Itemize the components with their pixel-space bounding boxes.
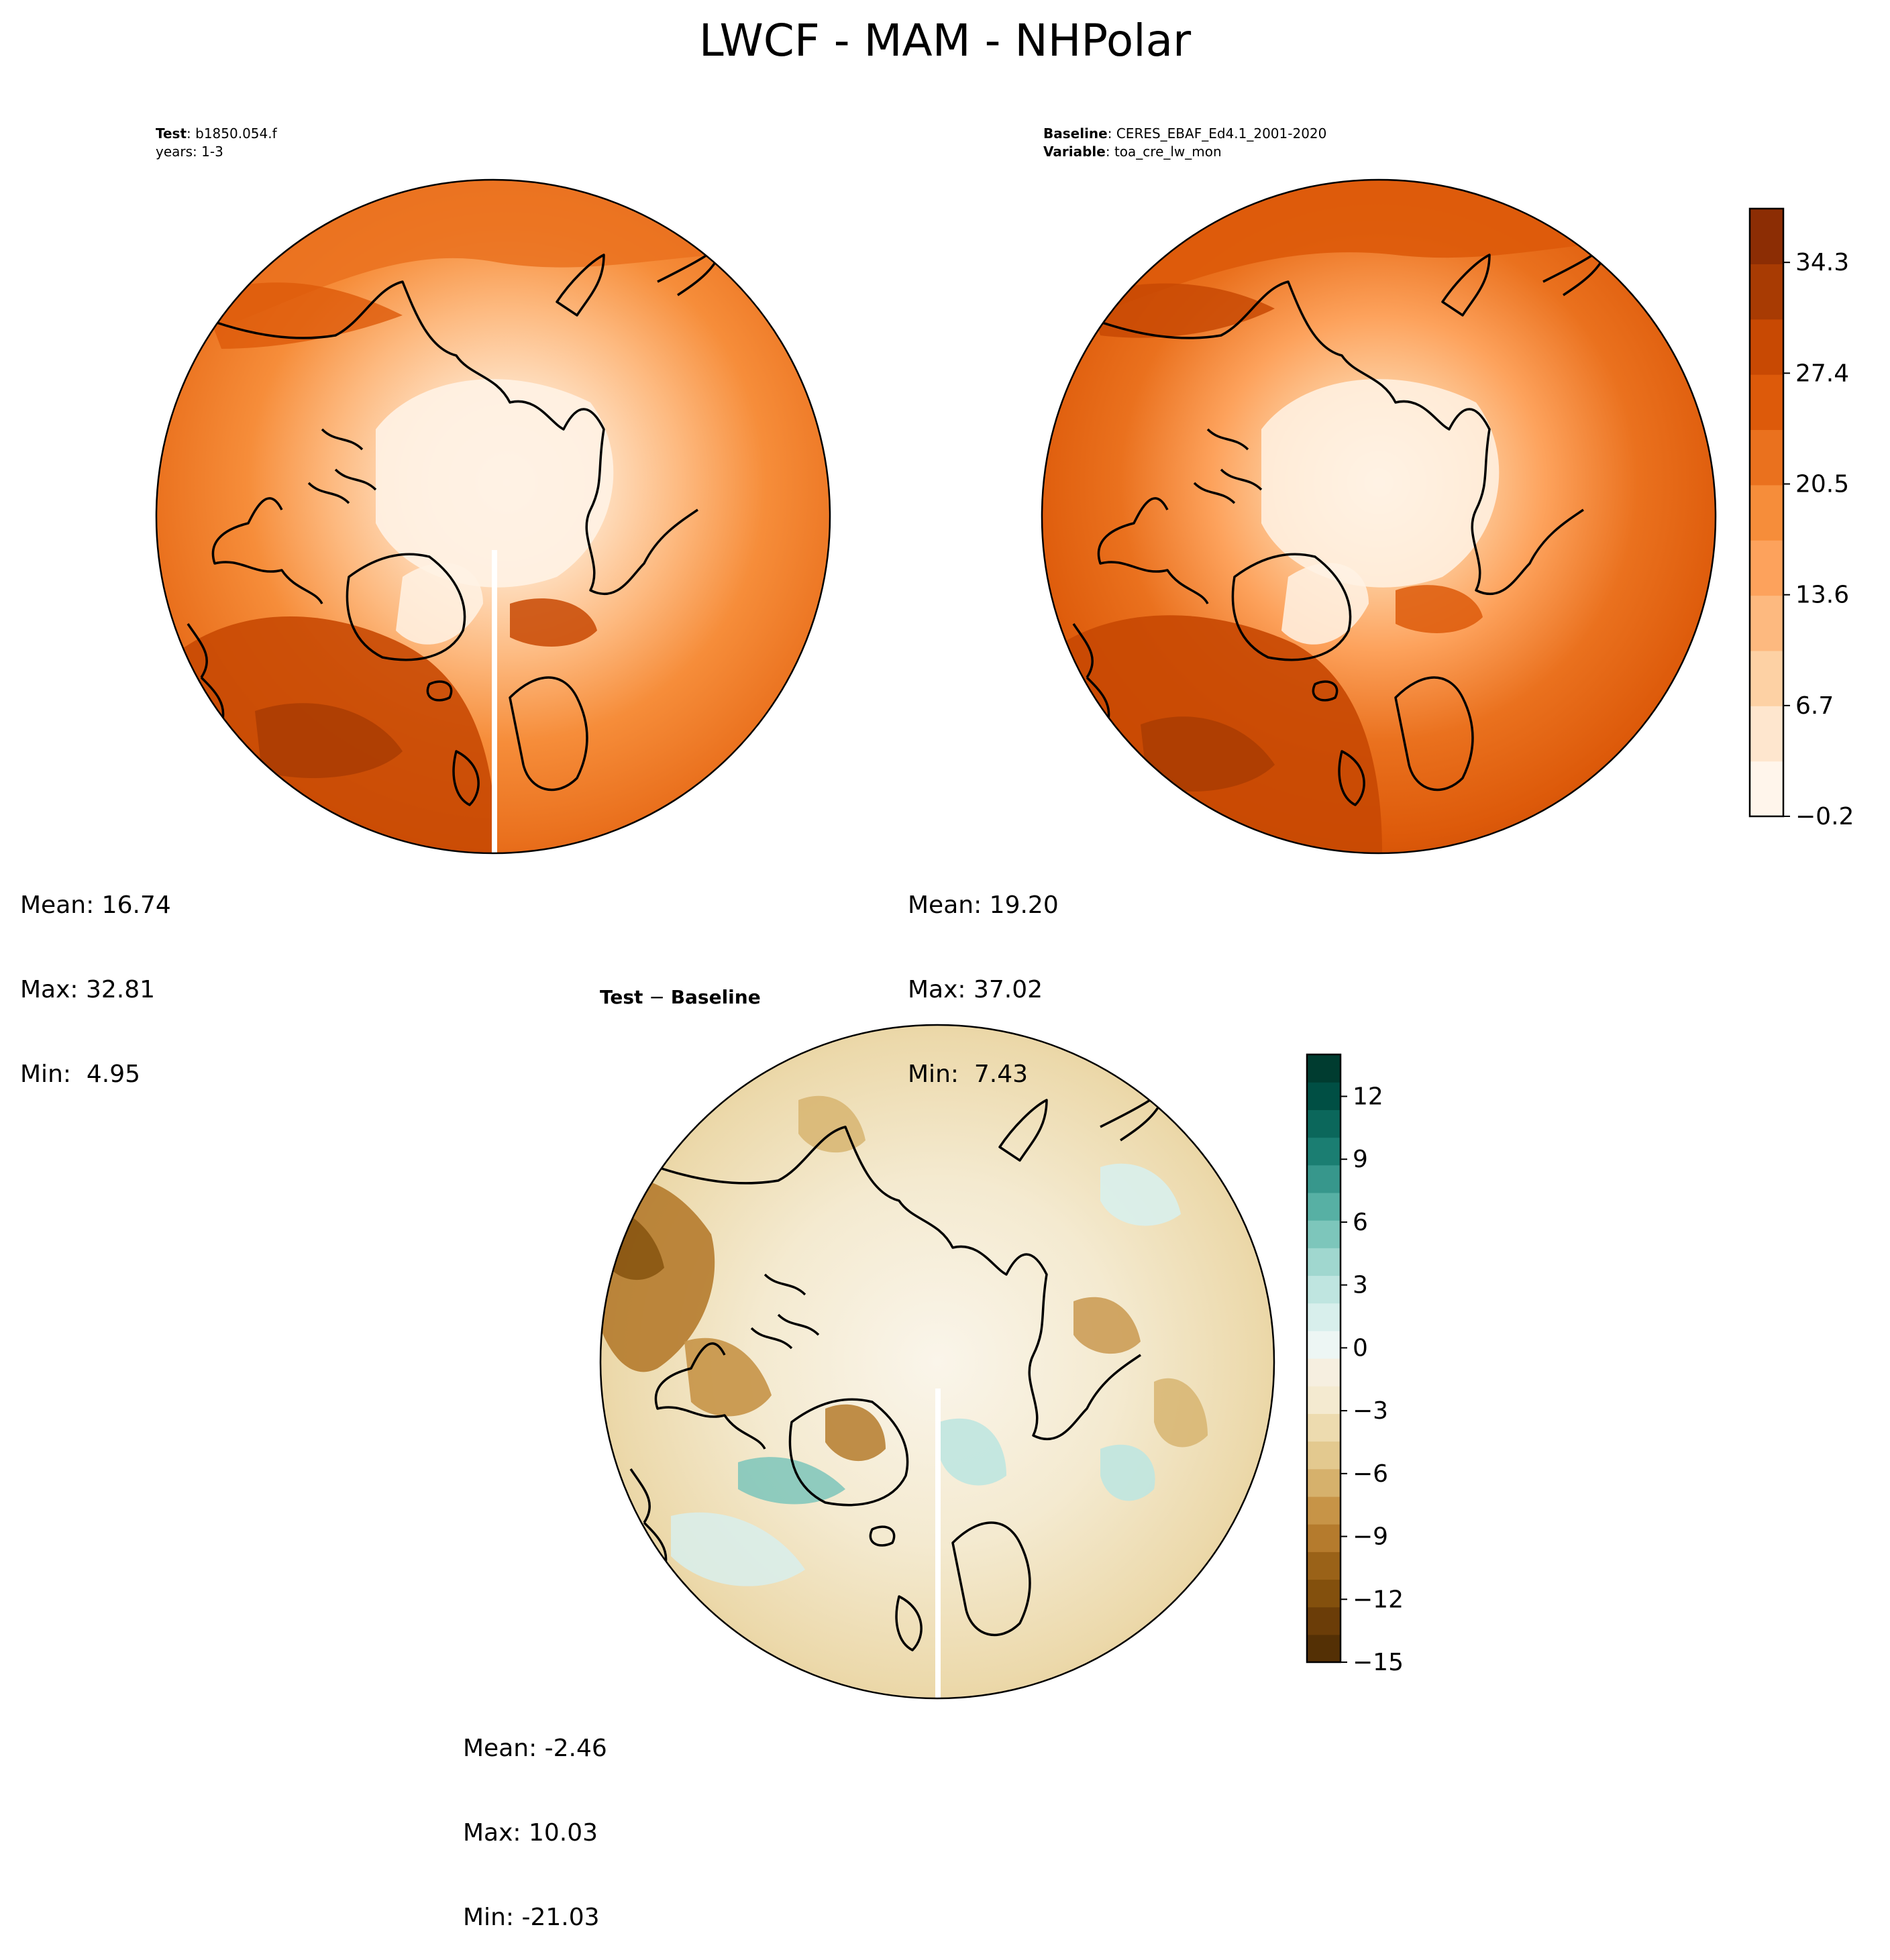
colorbar-diff-segment — [1307, 1330, 1341, 1359]
test-years: years: 1-3 — [156, 144, 223, 160]
colorbar-diff-tick-label: 0 — [1353, 1334, 1368, 1362]
diff-stat-min: Min: -21.03 — [463, 1904, 600, 1931]
baseline-variable-value: toa_cre_lw_mon — [1114, 144, 1222, 160]
colorbar-diff-segment — [1307, 1192, 1341, 1221]
diff-title-test: Test — [600, 986, 643, 1008]
colorbar-main-tick-label: 27.4 — [1795, 360, 1849, 387]
diff-title: Test − Baseline — [600, 986, 761, 1008]
test-label-value: b1850.054.f — [195, 125, 277, 142]
baseline-label-key: Baseline — [1043, 125, 1108, 142]
diff-stat-max: Max: 10.03 — [463, 1819, 598, 1847]
figure-title: LWCF - MAM - NHPolar — [698, 15, 1192, 66]
colorbar-diff-tick-label: −12 — [1353, 1586, 1404, 1613]
colorbar-diff-tick-label: −3 — [1353, 1397, 1388, 1425]
colorbar-diff-segment — [1307, 1524, 1341, 1552]
colorbar-diff-segment — [1307, 1607, 1341, 1635]
figure-canvas: 34.3 27.4 20.5 13.6 6.7 −0.2 12 9 6 3 0 −3 −6 −9 −12 −… — [155, 178, 1854, 1700]
colorbar-diff-segment — [1307, 1358, 1341, 1386]
colorbar-main-tick-label: 6.7 — [1795, 692, 1834, 720]
test-map — [155, 178, 831, 855]
colorbar-diff-segment — [1307, 1137, 1341, 1166]
colorbar-diff-tick-label: 9 — [1353, 1146, 1368, 1173]
colorbar-diff-segment — [1307, 1496, 1341, 1525]
colorbar-main-segment — [1750, 429, 1783, 486]
colorbar-main-tick-label: 20.5 — [1795, 471, 1849, 498]
diff-stats: Mean: -2.46 Max: 10.03 Min: -21.03 — [463, 1678, 607, 1960]
test-label: Test: b1850.054.f — [156, 125, 277, 143]
colorbar-diff-tick-label: −9 — [1353, 1523, 1388, 1551]
test-stats: Mean: 16.74 Max: 32.81 Min: 4.95 — [20, 835, 171, 1117]
test-stat-min: Min: 4.95 — [20, 1060, 141, 1088]
colorbar-main-segment — [1750, 595, 1783, 651]
baseline-variable: Variable: toa_cre_lw_mon — [1043, 143, 1222, 161]
baseline-stat-mean: Mean: 19.20 — [908, 891, 1059, 919]
colorbar-diff-segment — [1307, 1468, 1341, 1497]
test-label-key: Test — [156, 125, 187, 142]
colorbar-main-tick-label: 34.3 — [1795, 249, 1849, 276]
colorbar-diff-segment — [1307, 1054, 1341, 1083]
baseline-stats: Mean: 19.20 Max: 37.02 Min: 7.43 — [908, 835, 1059, 1117]
colorbar-diff-tick-label: 6 — [1353, 1209, 1368, 1236]
baseline-variable-colon: : — [1105, 144, 1114, 160]
colorbar-diff-tick-label: −6 — [1353, 1460, 1388, 1488]
test-label-colon: : — [187, 125, 196, 142]
colorbar-main-tick-label: 13.6 — [1795, 582, 1849, 609]
colorbar-diff-segment — [1307, 1441, 1341, 1470]
baseline-map — [1041, 178, 1717, 855]
baseline-label-value: CERES_EBAF_Ed4.1_2001-2020 — [1116, 125, 1327, 142]
diff-title-baseline: Baseline — [670, 986, 761, 1008]
colorbar-diff-frame — [1306, 1053, 1342, 1664]
colorbar-diff-segment — [1307, 1413, 1341, 1442]
baseline-label-colon: : — [1107, 125, 1116, 142]
colorbar-diff-segment — [1307, 1164, 1341, 1193]
colorbar-main-segment — [1750, 761, 1783, 817]
colorbar-main-segment — [1750, 484, 1783, 541]
colorbar-main-segment — [1750, 374, 1783, 431]
colorbar-main-tick-label: −0.2 — [1795, 803, 1854, 830]
baseline-stat-max: Max: 37.02 — [908, 976, 1043, 1003]
colorbar-diff: 12 9 6 3 0 −3 −6 −9 −12 −15 — [1306, 1053, 1404, 1676]
diff-map — [599, 1024, 1275, 1700]
colorbar-diff-tick-label: 12 — [1353, 1083, 1383, 1110]
test-stat-max: Max: 32.81 — [20, 976, 156, 1003]
colorbar-diff-tick-label: 3 — [1353, 1272, 1368, 1299]
colorbar-diff-tick-label: −15 — [1353, 1649, 1404, 1676]
colorbar-diff-segment — [1307, 1303, 1341, 1331]
colorbar-main-segment — [1750, 540, 1783, 596]
diff-stat-mean: Mean: -2.46 — [463, 1735, 607, 1762]
baseline-stat-min: Min: 7.43 — [908, 1060, 1029, 1088]
diff-title-sep: − — [643, 986, 671, 1008]
colorbar-main-segment — [1750, 209, 1783, 264]
colorbar-diff-segment — [1307, 1634, 1341, 1663]
colorbar-main-frame — [1748, 207, 1785, 818]
colorbar-diff-segment — [1307, 1551, 1341, 1580]
baseline-label: Baseline: CERES_EBAF_Ed4.1_2001-2020 — [1043, 125, 1326, 143]
colorbar-main: 34.3 27.4 20.5 13.6 6.7 −0.2 — [1748, 207, 1854, 830]
colorbar-diff-segment — [1307, 1386, 1341, 1414]
colorbar-diff-segment — [1307, 1220, 1341, 1248]
colorbar-diff-segment — [1307, 1109, 1341, 1138]
colorbar-diff-segment — [1307, 1275, 1341, 1304]
colorbar-main-segment — [1750, 706, 1783, 762]
colorbar-diff-segment — [1307, 1248, 1341, 1276]
colorbar-main-segment — [1750, 650, 1783, 706]
colorbar-diff-segment — [1307, 1082, 1341, 1110]
baseline-variable-key: Variable — [1043, 144, 1106, 160]
colorbar-main-segment — [1750, 319, 1783, 375]
colorbar-main-segment — [1750, 264, 1783, 320]
colorbar-diff-segment — [1307, 1579, 1341, 1608]
test-stat-mean: Mean: 16.74 — [20, 891, 171, 919]
